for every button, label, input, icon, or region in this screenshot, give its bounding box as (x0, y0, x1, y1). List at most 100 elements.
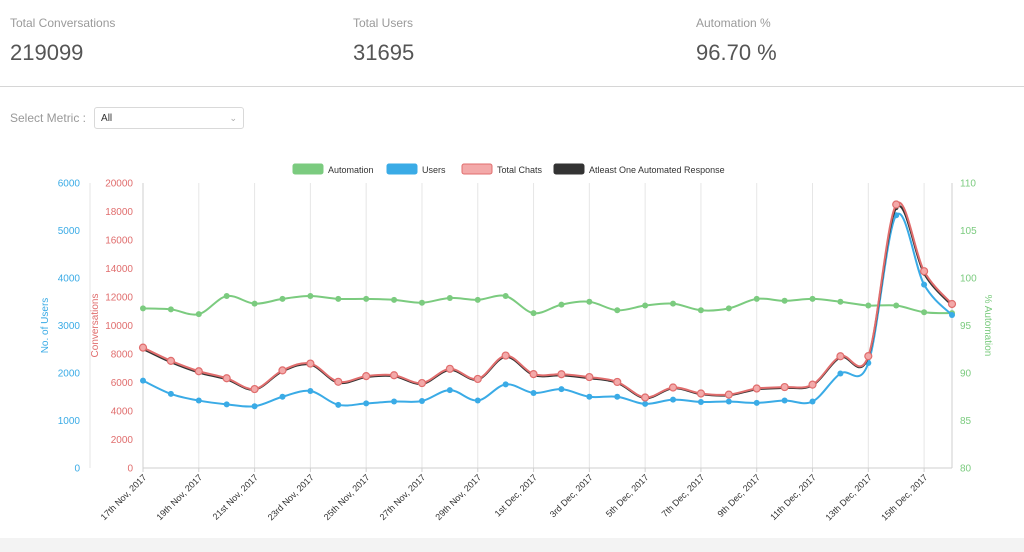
data-point (307, 293, 314, 300)
data-point (167, 390, 174, 397)
data-point (558, 386, 565, 393)
data-point (642, 302, 649, 309)
data-point (613, 377, 622, 387)
axis-tick-label: 4000 (111, 407, 134, 418)
data-point (445, 364, 454, 373)
axis-tick-label: 85 (960, 416, 972, 427)
data-point (446, 387, 453, 394)
data-point (474, 397, 481, 404)
data-point (724, 390, 733, 399)
data-point (473, 374, 482, 384)
data-point (138, 343, 148, 352)
data-point (251, 403, 258, 410)
legend-item[interactable]: Automation (292, 163, 374, 175)
axis-tick-label: 90 (960, 369, 972, 380)
stat-value: 96.70 % (696, 40, 777, 65)
data-point (334, 377, 343, 386)
series-line (142, 294, 953, 316)
data-point (752, 384, 761, 393)
data-point (780, 382, 789, 392)
legend-swatch (553, 163, 585, 175)
x-tick-label: 13th Dec, 2017 (823, 472, 873, 522)
data-point (307, 388, 314, 395)
data-point (166, 356, 175, 365)
data-point (614, 393, 621, 400)
users-axis-title: No. of Users (40, 298, 51, 354)
data-point (725, 398, 732, 405)
data-point (641, 393, 650, 402)
data-point (642, 400, 649, 407)
data-point (530, 389, 537, 396)
metric-select[interactable]: All ⌄ (94, 107, 245, 129)
axis-tick-label: 0 (74, 464, 80, 475)
data-point (418, 398, 425, 405)
data-point (586, 298, 593, 305)
data-point (222, 374, 231, 383)
data-point (865, 302, 872, 309)
axis-tick-label: 4000 (58, 274, 81, 285)
axis-tick-label: 10000 (105, 321, 133, 332)
axis-tick-label: 6000 (111, 378, 134, 389)
data-point (670, 300, 677, 307)
legend-item[interactable]: Total Chats (461, 163, 543, 175)
x-tick-label: 21st Nov, 2017 (211, 472, 260, 521)
legend-label: Automation (328, 165, 374, 175)
axis-tick-label: 8000 (111, 350, 134, 361)
legend-label: Users (422, 165, 446, 175)
data-point (194, 367, 203, 376)
data-point (920, 267, 929, 276)
x-tick-label: 5th Dec, 2017 (604, 472, 651, 519)
metric-label: Select Metric : (10, 111, 87, 125)
divider (0, 86, 1024, 87)
data-point (753, 399, 760, 406)
data-point (892, 200, 901, 209)
data-point (195, 397, 202, 404)
x-tick-label: 15th Dec, 2017 (879, 472, 929, 522)
axis-tick-label: 18000 (105, 207, 133, 218)
data-point (417, 378, 427, 388)
data-point (725, 305, 732, 312)
x-tick-label: 3rd Dec, 2017 (548, 472, 595, 519)
bottom-scroll-strip (0, 538, 1024, 552)
data-point (809, 398, 816, 405)
axis-tick-label: 100 (960, 274, 977, 285)
data-point (223, 293, 230, 300)
data-point (335, 295, 342, 302)
legend-item[interactable]: Atleast One Automated Response (553, 163, 725, 175)
data-point (501, 351, 510, 360)
gridlines (89, 183, 953, 469)
axis-tick-label: 2000 (111, 435, 134, 446)
data-point (947, 299, 957, 309)
x-tick-label: 19th Nov, 2017 (154, 472, 204, 522)
data-point (446, 294, 453, 301)
data-point (893, 302, 900, 309)
axis-tick-label: 95 (960, 321, 972, 332)
conversations-axis-ticks: 0 2000 4000 6000 8000 10000 12000 14000 16000 180… (105, 179, 133, 475)
axis-tick-label: 2000 (58, 369, 81, 380)
legend-item[interactable]: Users (386, 163, 446, 175)
legend: Automation Users Total Chats Atleast One Au… (292, 163, 725, 175)
data-point (529, 369, 538, 379)
multi-axis-line-chart: 0 1000 2000 3000 4000 5000 6000 0 2000 4000 6000 80… (40, 163, 993, 523)
data-point (279, 295, 286, 302)
data-point (837, 370, 844, 377)
stat-total-conversations: Total Conversations 219099 (10, 16, 115, 66)
axis-tick-label: 0 (127, 464, 133, 475)
data-point (586, 393, 593, 400)
data-point (278, 366, 287, 375)
data-point (167, 306, 174, 313)
axis-tick-label: 3000 (58, 321, 81, 332)
data-point (781, 397, 788, 404)
x-tick-label: 9th Dec, 2017 (715, 472, 762, 519)
axis-tick-label: 80 (960, 464, 972, 475)
axis-tick-label: 6000 (58, 179, 81, 190)
automation-axis-ticks: 80 85 90 95 100 105 110 (960, 179, 977, 475)
data-point (251, 300, 258, 307)
axis-tick-label: 16000 (105, 236, 133, 247)
stat-value: 31695 (353, 40, 415, 65)
axis-tick-label: 5000 (58, 226, 81, 237)
data-point (585, 372, 594, 382)
data-point (697, 307, 704, 314)
stat-label: Total Users (353, 16, 414, 30)
data-point (140, 305, 146, 312)
